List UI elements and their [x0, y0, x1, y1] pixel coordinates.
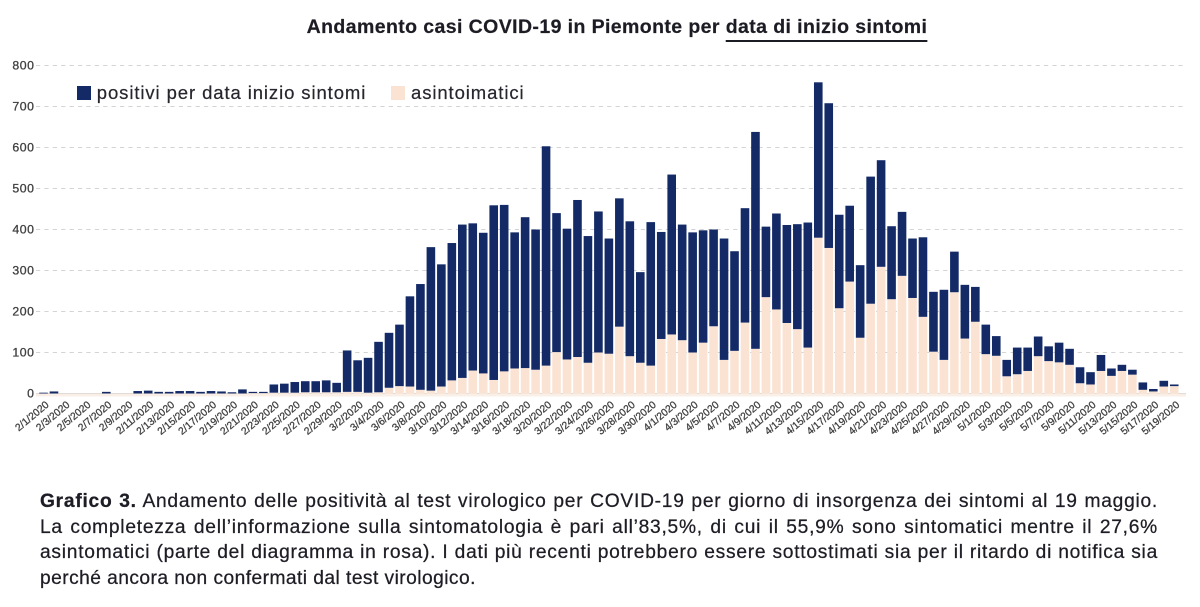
- svg-text:0: 0: [27, 387, 34, 401]
- svg-text:400: 400: [12, 223, 34, 237]
- svg-text:800: 800: [12, 59, 34, 73]
- svg-text:600: 600: [12, 141, 34, 155]
- svg-text:500: 500: [12, 182, 34, 196]
- svg-text:100: 100: [12, 346, 34, 360]
- svg-text:200: 200: [12, 305, 34, 319]
- svg-text:300: 300: [12, 264, 34, 278]
- svg-text:700: 700: [12, 100, 34, 114]
